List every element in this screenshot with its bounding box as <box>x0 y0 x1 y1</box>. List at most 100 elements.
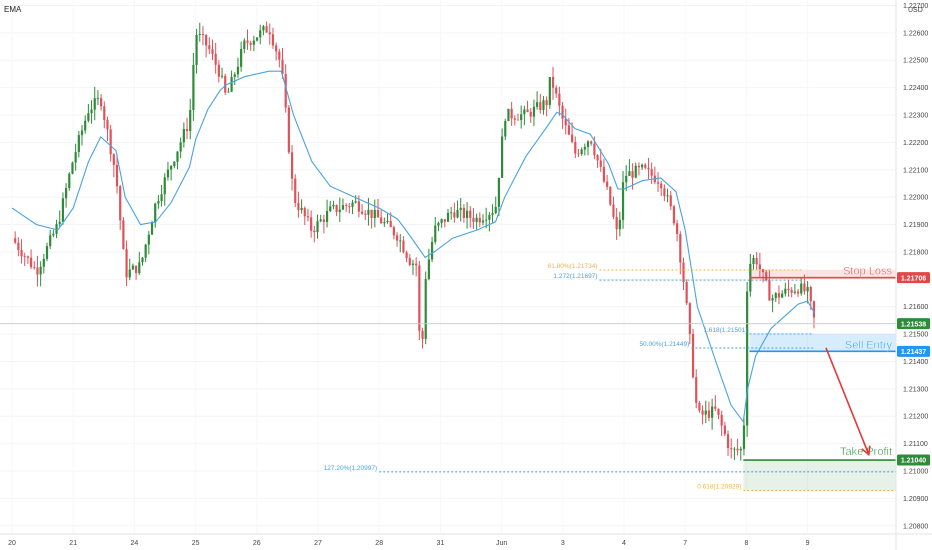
candle-body <box>485 219 488 221</box>
candle-body <box>663 188 666 196</box>
y-tick-label: 1.21100 <box>903 441 928 448</box>
current-badge <box>897 318 930 330</box>
candle-body <box>726 434 730 449</box>
candle-body <box>695 377 698 403</box>
y-tick-label: 1.21800 <box>903 249 928 256</box>
x-tick-label: 26 <box>253 540 261 547</box>
candle-body <box>516 119 520 121</box>
candle-body <box>376 210 380 218</box>
candle-body <box>354 201 357 203</box>
candle-body <box>488 214 491 220</box>
candle-body <box>80 130 84 136</box>
candle-body <box>217 64 220 77</box>
candle-body <box>128 269 131 278</box>
candle-body <box>42 258 45 267</box>
candle-body <box>634 165 637 178</box>
candle-body <box>23 256 26 258</box>
candle-body <box>278 51 281 60</box>
candle-body <box>208 45 211 50</box>
candle-body <box>688 303 691 335</box>
candle-body <box>637 165 641 168</box>
candle-body <box>74 152 77 163</box>
y-tick-label: 1.21900 <box>903 222 928 229</box>
candle-body <box>227 91 230 93</box>
candle-body <box>380 217 383 224</box>
candle-body <box>233 74 236 77</box>
candle-body <box>698 402 701 411</box>
candle-body <box>268 32 271 35</box>
candle-body <box>714 406 717 409</box>
candle-body <box>558 93 561 106</box>
candle-body <box>707 410 711 418</box>
candle-body <box>65 188 68 199</box>
candle-body <box>198 33 201 35</box>
candle-body <box>290 152 294 179</box>
candle-body <box>90 109 93 114</box>
y-tick-label: 1.21500 <box>903 332 928 339</box>
candle-body <box>195 34 198 65</box>
candle-body <box>497 177 501 207</box>
candle-body <box>389 220 392 228</box>
time-axis: 20 21 24 25 26 27 28 31 Jun 3 4 7 8 9 <box>0 533 932 547</box>
candle-body <box>682 262 685 283</box>
candle-body <box>660 183 663 189</box>
candle-body <box>402 240 405 253</box>
candle-body <box>561 105 564 119</box>
candle-body <box>532 106 536 117</box>
x-tick-label: 20 <box>8 540 16 547</box>
sell-entry-badge <box>897 345 930 357</box>
candle-body <box>93 98 96 110</box>
stop-loss-label: Stop Loss <box>843 266 892 278</box>
candle-body <box>631 171 634 178</box>
candle-body <box>150 222 154 235</box>
candle-body <box>335 205 338 212</box>
fib-label: 1.272(1.21697) <box>553 273 597 280</box>
candle-body <box>685 282 688 304</box>
candle-body <box>185 128 189 132</box>
candle-body <box>106 119 109 130</box>
price-badges: 1.21706 1.21538 1.21437 1.21040 <box>897 272 930 466</box>
candlestick-series <box>14 21 816 461</box>
candle-body <box>453 212 456 218</box>
candle-body <box>526 109 529 113</box>
candle-body <box>45 246 49 259</box>
candle-body <box>96 98 100 99</box>
candle-body <box>478 217 481 223</box>
candle-body <box>535 102 539 107</box>
candle-body <box>567 125 571 135</box>
candle-body <box>243 40 246 50</box>
candle-body <box>84 120 87 131</box>
candle-body <box>481 220 485 223</box>
candle-body <box>437 222 440 226</box>
candle-body <box>679 234 682 263</box>
candle-body <box>297 202 300 211</box>
candle-body <box>411 263 415 265</box>
candle-body <box>580 149 583 155</box>
sell-entry-zone <box>749 333 896 352</box>
candle-body <box>650 169 653 176</box>
candle-body <box>236 66 240 75</box>
candle-body <box>287 107 290 153</box>
candle-body <box>351 202 354 207</box>
candle-body <box>87 113 90 121</box>
candle-body <box>418 265 421 331</box>
candle-body <box>529 112 532 117</box>
candle-body <box>17 242 20 250</box>
candle-body <box>723 425 726 435</box>
current-badge-text: 1.21538 <box>901 321 926 328</box>
sell-entry-label: Sell Entry <box>845 339 893 351</box>
candle-body <box>669 195 672 207</box>
chart-grid <box>0 4 896 527</box>
candle-body <box>551 77 555 88</box>
candle-body <box>154 203 157 223</box>
candle-body <box>265 26 268 33</box>
x-tick-label: 8 <box>744 540 748 547</box>
candle-body <box>469 210 472 218</box>
x-tick-label: 9 <box>806 540 810 547</box>
y-tick-label: 1.22200 <box>903 140 928 147</box>
candle-body <box>691 334 695 378</box>
candle-body <box>249 42 252 45</box>
candle-body <box>259 30 262 38</box>
candle-body <box>176 151 179 162</box>
